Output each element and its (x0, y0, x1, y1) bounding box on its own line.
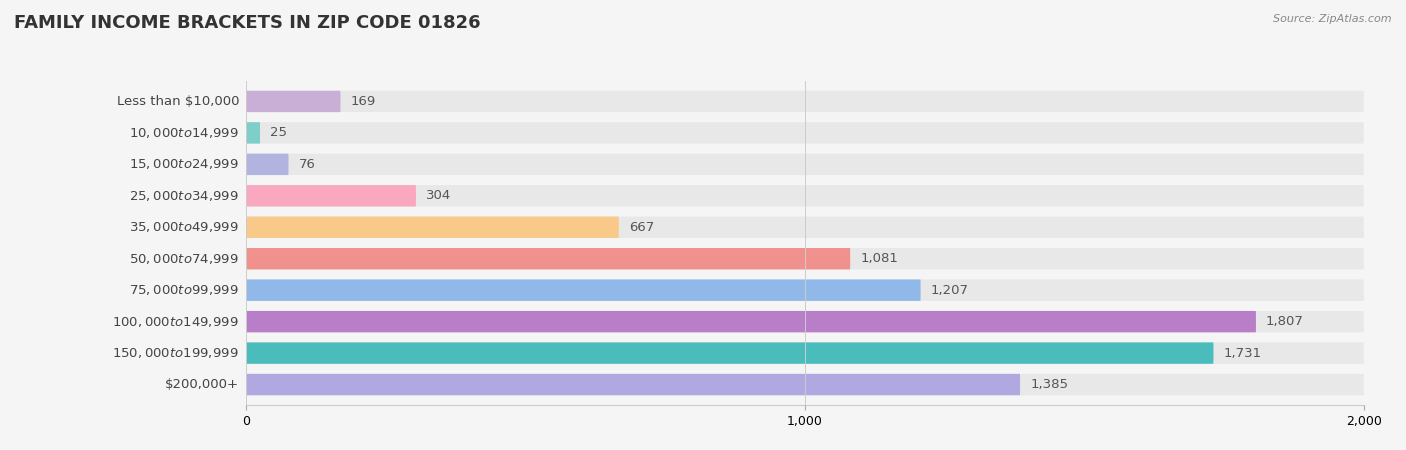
Text: 25: 25 (270, 126, 287, 140)
Text: 1,385: 1,385 (1031, 378, 1069, 391)
FancyBboxPatch shape (246, 122, 260, 144)
FancyBboxPatch shape (246, 248, 851, 270)
Text: $10,000 to $14,999: $10,000 to $14,999 (129, 126, 239, 140)
Text: $35,000 to $49,999: $35,000 to $49,999 (129, 220, 239, 234)
Text: $200,000+: $200,000+ (165, 378, 239, 391)
Text: $25,000 to $34,999: $25,000 to $34,999 (129, 189, 239, 203)
FancyBboxPatch shape (246, 279, 1364, 301)
FancyBboxPatch shape (246, 248, 1364, 270)
Text: $50,000 to $74,999: $50,000 to $74,999 (129, 252, 239, 266)
Text: Less than $10,000: Less than $10,000 (117, 95, 239, 108)
Text: 304: 304 (426, 189, 451, 202)
Text: 1,807: 1,807 (1265, 315, 1303, 328)
Text: 1,081: 1,081 (860, 252, 898, 265)
FancyBboxPatch shape (246, 374, 1021, 395)
FancyBboxPatch shape (246, 185, 1364, 207)
FancyBboxPatch shape (246, 216, 1364, 238)
Text: FAMILY INCOME BRACKETS IN ZIP CODE 01826: FAMILY INCOME BRACKETS IN ZIP CODE 01826 (14, 14, 481, 32)
FancyBboxPatch shape (246, 216, 619, 238)
Text: Source: ZipAtlas.com: Source: ZipAtlas.com (1274, 14, 1392, 23)
FancyBboxPatch shape (246, 185, 416, 207)
FancyBboxPatch shape (246, 311, 1364, 333)
FancyBboxPatch shape (246, 374, 1364, 395)
FancyBboxPatch shape (246, 342, 1364, 364)
FancyBboxPatch shape (246, 91, 1364, 112)
Text: 76: 76 (298, 158, 315, 171)
FancyBboxPatch shape (246, 122, 1364, 144)
Text: 169: 169 (350, 95, 375, 108)
FancyBboxPatch shape (246, 153, 288, 175)
FancyBboxPatch shape (246, 311, 1256, 333)
Text: $100,000 to $149,999: $100,000 to $149,999 (112, 315, 239, 328)
FancyBboxPatch shape (246, 279, 921, 301)
Text: $75,000 to $99,999: $75,000 to $99,999 (129, 283, 239, 297)
Text: $15,000 to $24,999: $15,000 to $24,999 (129, 158, 239, 171)
FancyBboxPatch shape (246, 91, 340, 112)
FancyBboxPatch shape (246, 153, 1364, 175)
Text: 1,731: 1,731 (1223, 346, 1261, 360)
Text: 1,207: 1,207 (931, 284, 969, 297)
Text: $150,000 to $199,999: $150,000 to $199,999 (112, 346, 239, 360)
Text: 667: 667 (628, 221, 654, 234)
FancyBboxPatch shape (246, 342, 1213, 364)
